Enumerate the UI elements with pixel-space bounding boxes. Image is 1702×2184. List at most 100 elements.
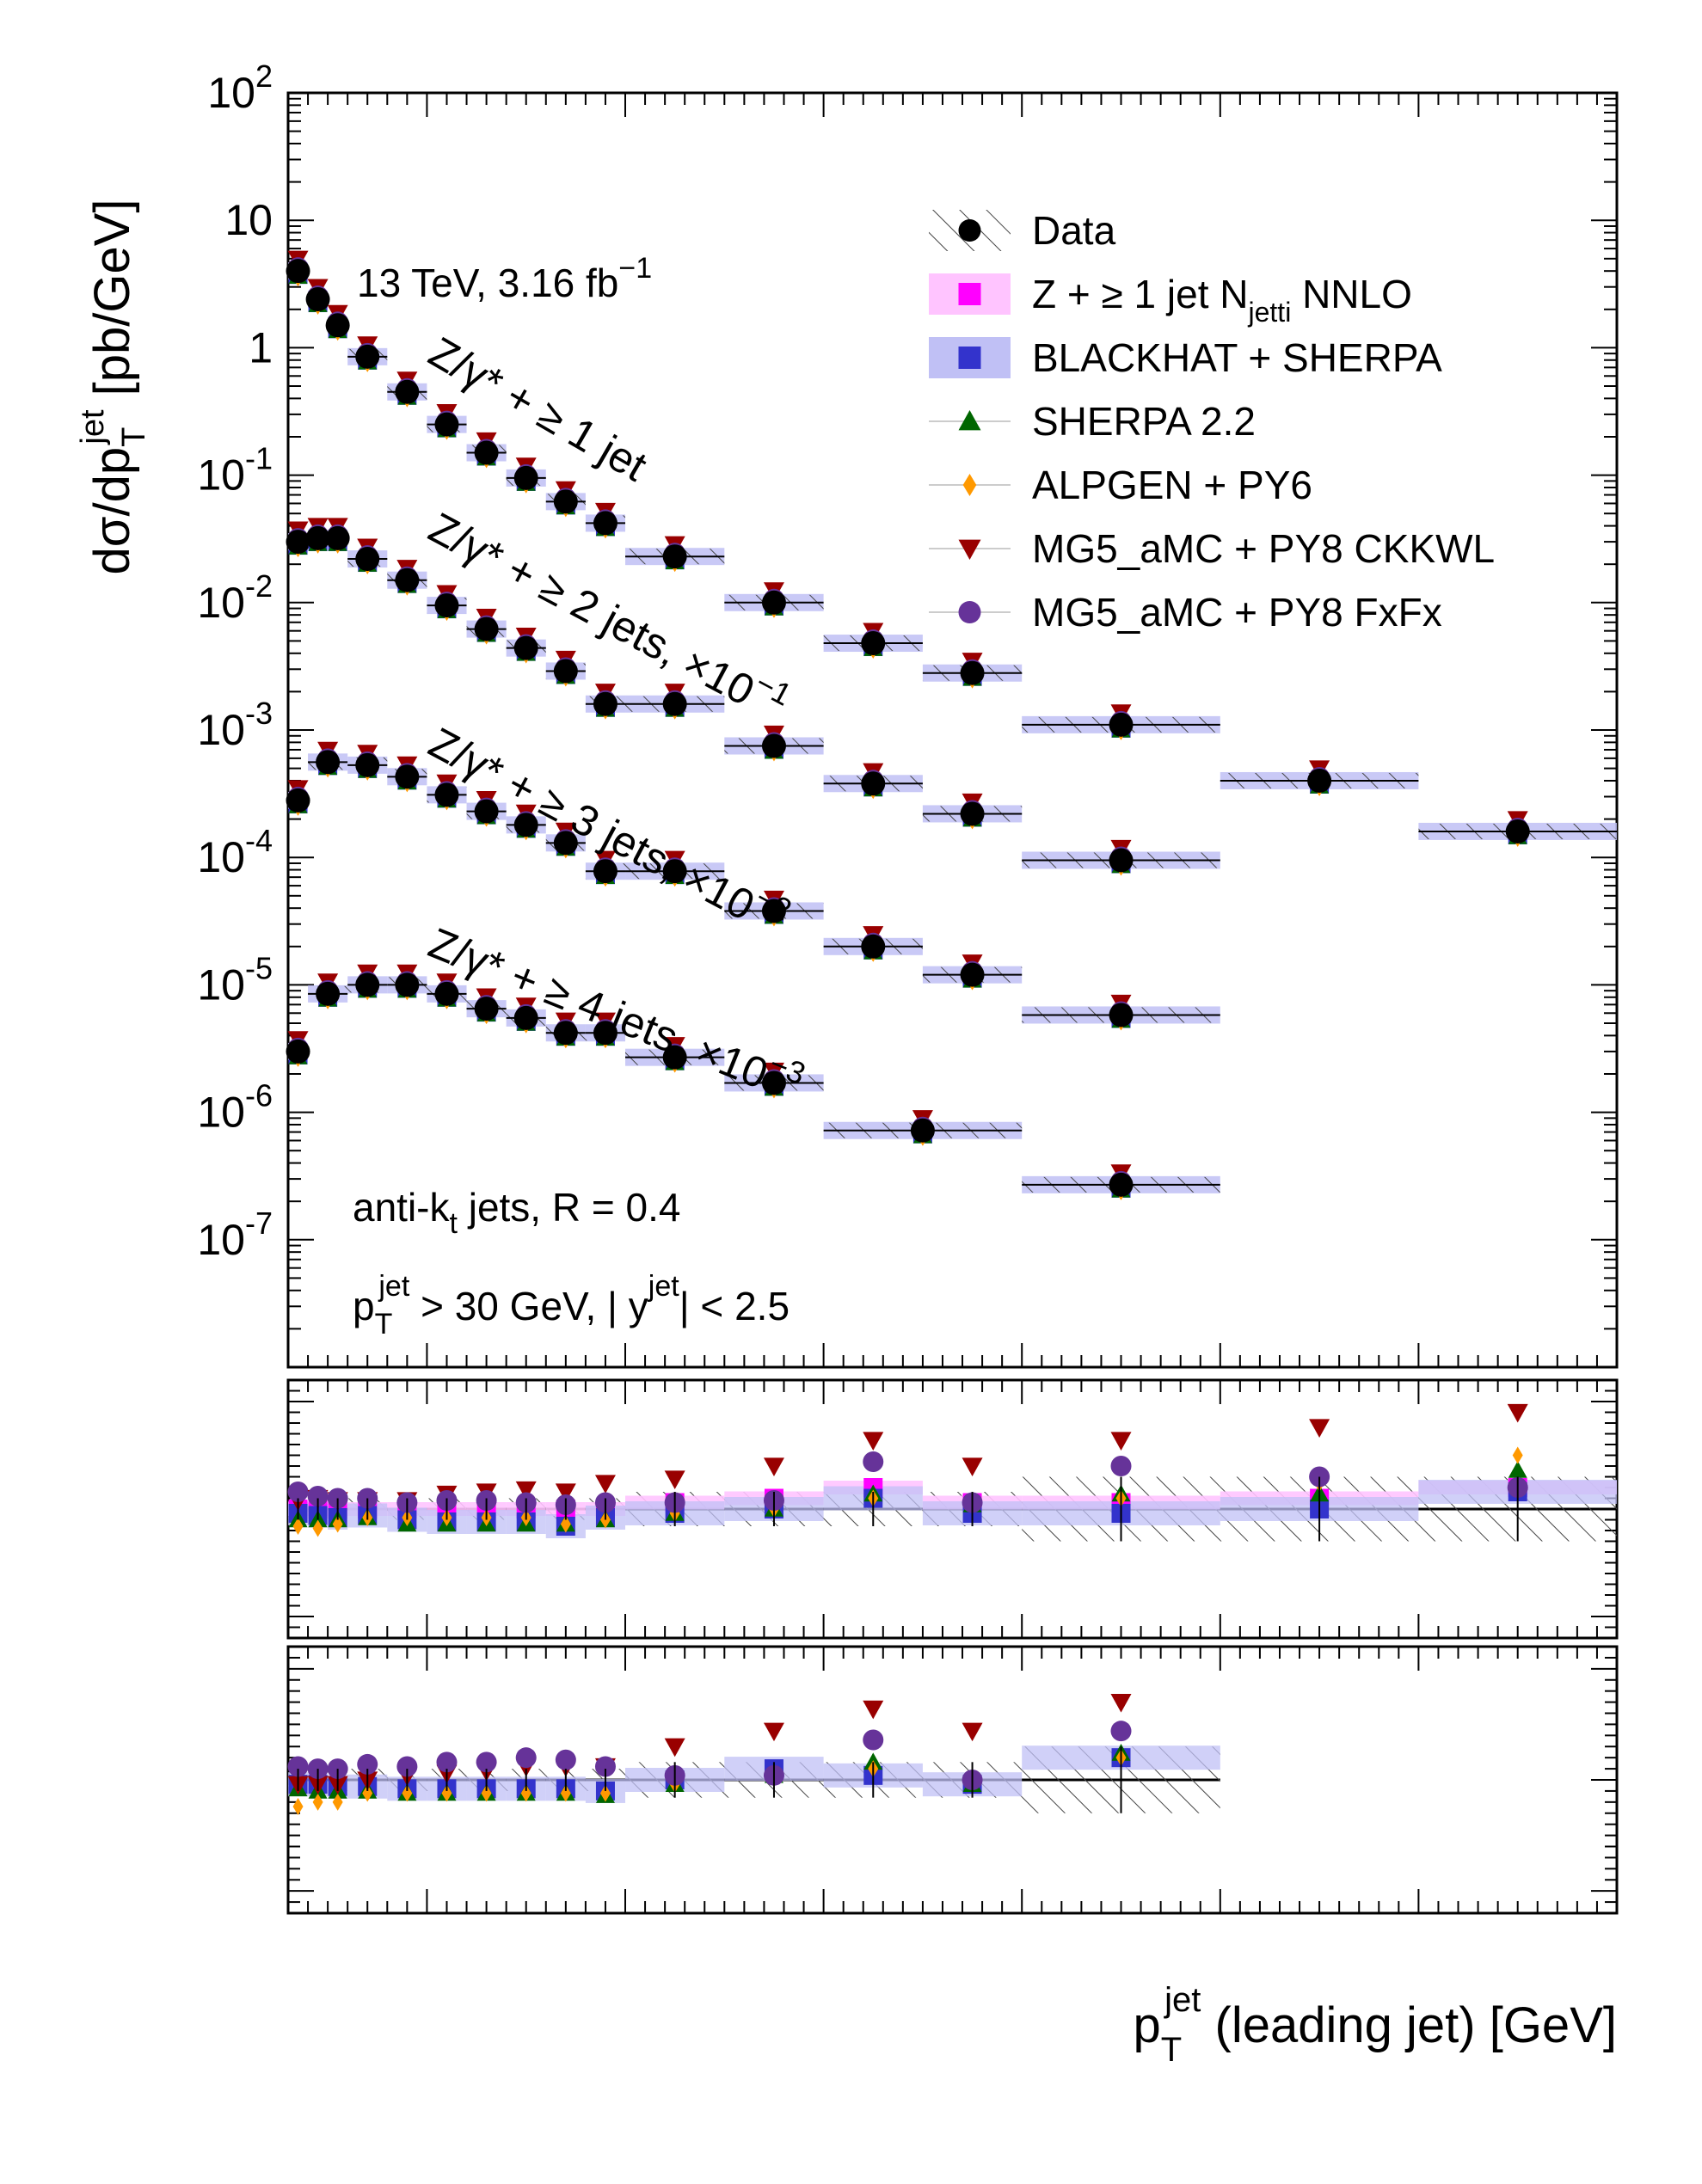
y-axis-title-part: dσ/dp [84, 447, 140, 575]
ratio-alpgen-point [560, 1515, 571, 1533]
y-tick-label-part: 10 [197, 1089, 245, 1137]
ratio-alpgen-point [292, 1798, 304, 1815]
ratio-alpgen-point [520, 1784, 531, 1802]
legend-marker [958, 347, 981, 369]
data-point [1109, 848, 1134, 873]
data-point [513, 813, 538, 837]
ratio-ckkwl-point [1507, 1403, 1528, 1423]
data-point [434, 981, 459, 1006]
data-point [305, 525, 330, 550]
ratio-ckkwl-point [664, 1738, 685, 1758]
ratio-ckkwl-point [1110, 1432, 1132, 1451]
legend-entry-label-part: MG5_aMC + PY8 CKKWL [1032, 526, 1495, 571]
data-point [395, 567, 420, 592]
legend-marker [958, 283, 981, 305]
ratio-ckkwl-point [1110, 1693, 1132, 1713]
data-point [1307, 768, 1332, 793]
ratio-ckkwl-point [863, 1432, 884, 1451]
data-point [355, 547, 380, 572]
y-axis-title-part: T [116, 427, 152, 447]
data-point [662, 544, 687, 569]
x-axis-title-part: (leading jet) [GeV] [1201, 1997, 1617, 2053]
ratio-alpgen-point [441, 1784, 452, 1802]
ratio-ckkwl-point [962, 1722, 983, 1742]
ratio-alpgen-point [332, 1515, 343, 1533]
ratio-alpgen-point [1512, 1446, 1523, 1464]
data-point [910, 1118, 935, 1143]
data-point [286, 788, 310, 813]
y-axis-title: dσ/dpTjet [pb/GeV] [75, 199, 152, 574]
legend-marker [958, 601, 981, 623]
y-tick-label: 10 [224, 196, 273, 244]
ratio-ckkwl-point [555, 1483, 576, 1502]
ratio-alpgen-point [312, 1793, 323, 1811]
data-point [1109, 1003, 1134, 1028]
legend-marker [958, 410, 981, 431]
ratio-fxfx-point [476, 1751, 497, 1773]
ratio-alpgen-point [402, 1784, 413, 1802]
ratio-alpgen-point [292, 1518, 304, 1535]
data-point [761, 590, 786, 615]
data-point [960, 962, 985, 987]
x-axis-title-part: p [1133, 1997, 1160, 2053]
data-point [960, 660, 985, 685]
legend-entry-label-part: Data [1032, 208, 1116, 253]
ratio-ckkwl-point [763, 1722, 784, 1742]
legend-entry-label: Z + ≥ 1 jet Njetti NNLO [1032, 272, 1412, 328]
data-point [513, 465, 538, 490]
data-point [286, 259, 310, 284]
y-axis-title-part: jet [75, 409, 111, 445]
series-label-part: Z/γ* + ≥ 2 jets, ×10 [421, 503, 763, 715]
data-point [1505, 819, 1530, 844]
data-point [325, 313, 350, 338]
data-point [434, 412, 459, 437]
jet-cut-annotation-part: | < 2.5 [679, 1284, 790, 1328]
ratio-ckkwl-point [763, 1457, 784, 1476]
jet-cut-annotation: pTjet > 30 GeV, | yjet| < 2.5 [353, 1270, 790, 1340]
y-tick-label-part: 2 [255, 58, 273, 94]
data-point [474, 997, 499, 1021]
data-point [593, 691, 618, 716]
data-point [553, 659, 578, 684]
data-point [960, 801, 985, 826]
y-tick-label: 10-6 [197, 1078, 273, 1137]
ratio-fxfx-point [307, 1486, 329, 1506]
data-point [474, 799, 499, 824]
legend-entry-label-part: NNLO [1291, 272, 1412, 316]
y-tick-label: 10-1 [197, 441, 273, 500]
ratio-fxfx-point [863, 1729, 884, 1751]
legend-marker [962, 474, 977, 496]
series-label-part: Z/γ* + ≥ 3 jets, ×10 [421, 718, 763, 929]
ratio-fxfx-point [1110, 1721, 1132, 1742]
y-tick-label-part: -2 [245, 568, 273, 604]
y-tick-label-part: 1 [249, 323, 273, 371]
legend-entry-label-part: Z + ≥ 1 jet N [1032, 272, 1249, 316]
data-point [316, 981, 341, 1006]
ratio-fxfx-point [1110, 1456, 1132, 1476]
ratio-fxfx-point [436, 1751, 458, 1773]
legend-entry-label-part: BLACKHAT + SHERPA [1032, 335, 1442, 380]
data-point [395, 379, 420, 404]
y-tick-label-part: -4 [245, 823, 273, 858]
legend-marker [958, 539, 981, 560]
ratio-fxfx-point [396, 1756, 418, 1777]
data-point [593, 859, 618, 884]
data-point [861, 934, 886, 959]
x-axis-title-part: jet [1164, 1981, 1201, 2019]
y-tick-label: 10-7 [197, 1205, 273, 1264]
ratio-fxfx-point [555, 1749, 576, 1770]
ratio-fxfx-point [287, 1756, 309, 1777]
y-tick-label-part: 10 [207, 69, 255, 117]
jet-algo-annotation: anti-kt jets, R = 0.4 [353, 1185, 680, 1240]
data-point [474, 440, 499, 465]
ratio-ckkwl-point [515, 1481, 537, 1500]
y-tick-label-part: -7 [245, 1205, 273, 1241]
ratio-ckkwl-point [664, 1470, 685, 1489]
bands-layer [288, 262, 1617, 1813]
legend-entry-label: MG5_aMC + PY8 FxFx [1032, 590, 1442, 635]
points-layer [286, 210, 1530, 1815]
legend-entry-label: ALPGEN + PY6 [1032, 463, 1312, 507]
data-point [395, 972, 420, 997]
